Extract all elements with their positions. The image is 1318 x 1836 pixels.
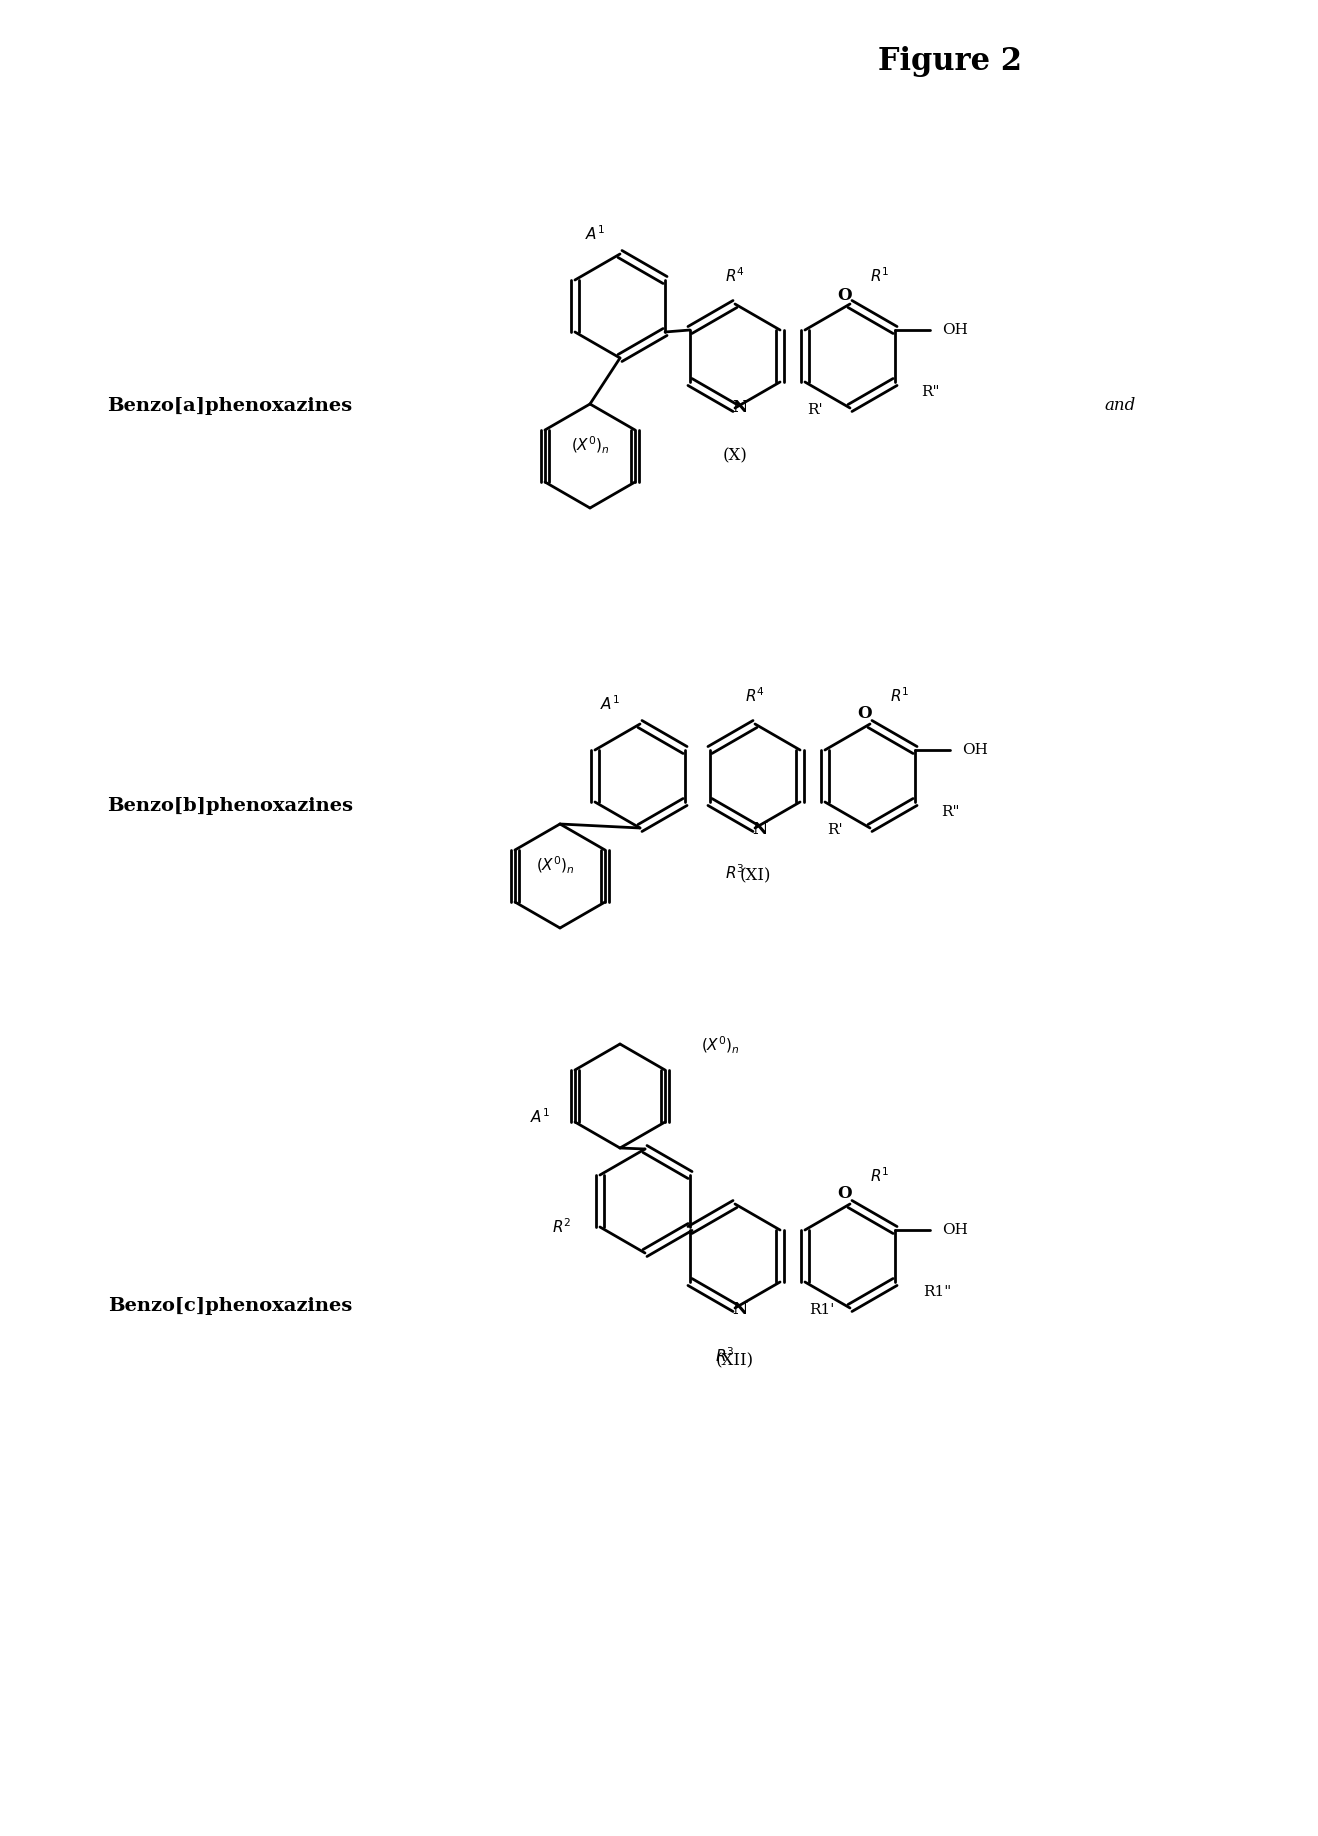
Text: R': R' [807,402,822,417]
Text: $R^4$: $R^4$ [745,687,764,705]
Text: (XI): (XI) [739,867,771,885]
Text: OH: OH [942,323,967,338]
Text: O: O [838,1186,853,1203]
Text: Benzo[a]phenoxazines: Benzo[a]phenoxazines [108,397,352,415]
Text: R1': R1' [809,1304,834,1316]
Text: $R^4$: $R^4$ [725,266,745,285]
Text: R": R" [921,386,940,398]
Text: $R^1$: $R^1$ [870,266,890,285]
Text: OH: OH [942,1223,967,1237]
Text: R1": R1" [923,1285,952,1300]
Text: $R^1$: $R^1$ [890,687,909,705]
Text: $R^1$: $R^1$ [870,1166,890,1186]
Text: OH: OH [962,744,988,756]
Text: N: N [753,821,767,839]
Text: O: O [858,705,873,723]
Text: (XII): (XII) [716,1353,754,1370]
Text: Benzo[c]phenoxazines: Benzo[c]phenoxazines [108,1296,352,1315]
Text: $R^3$: $R^3$ [716,1346,735,1366]
Text: Benzo[b]phenoxazines: Benzo[b]phenoxazines [107,797,353,815]
Text: $R^3$: $R^3$ [725,863,745,883]
Text: $A^1$: $A^1$ [600,694,619,714]
Text: R': R' [828,823,842,837]
Text: R": R" [941,804,960,819]
Text: N: N [733,400,747,417]
Text: $R^2$: $R^2$ [552,1217,572,1236]
Text: (X): (X) [722,448,747,465]
Text: $A^1$: $A^1$ [585,224,605,244]
Text: Figure 2: Figure 2 [878,46,1021,77]
Text: and: and [1104,398,1136,415]
Text: $(X^0)_n$: $(X^0)_n$ [571,435,609,455]
Text: $(X^0)_n$: $(X^0)_n$ [535,854,575,876]
Text: O: O [838,288,853,305]
Text: $A^1$: $A^1$ [530,1107,550,1125]
Text: $(X^0)_n$: $(X^0)_n$ [701,1034,739,1056]
Text: N: N [733,1302,747,1318]
